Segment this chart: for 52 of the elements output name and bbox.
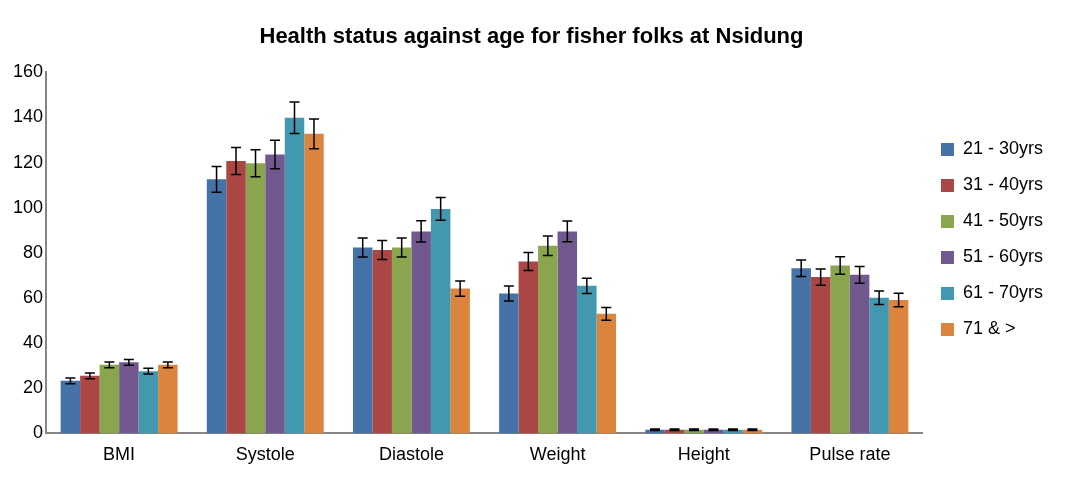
legend-label: 71 & >: [962, 318, 1016, 339]
bar: [372, 249, 392, 434]
bar: [265, 154, 285, 434]
y-tick-label: 140: [12, 106, 44, 127]
bar: [411, 231, 431, 434]
x-tick-label: Diastole: [378, 444, 444, 465]
y-tick-label: 0: [33, 422, 44, 443]
x-tick-label: Systole: [235, 444, 295, 465]
bar: [557, 231, 578, 434]
bar: [518, 261, 539, 434]
y-tick-label: 120: [12, 151, 44, 172]
bar: [304, 133, 324, 434]
legend-label: 21 - 30yrs: [962, 138, 1044, 159]
bar: [849, 274, 870, 434]
y-tick-label: 100: [12, 196, 44, 217]
bar: [158, 364, 178, 434]
legend-label: 31 - 40yrs: [962, 174, 1044, 195]
x-tick-label: BMI: [103, 444, 136, 465]
bar: [577, 285, 597, 434]
bar: [99, 364, 120, 434]
bar: [60, 380, 81, 434]
y-tick-label: 40: [23, 332, 44, 353]
bar: [869, 297, 889, 434]
bar: [119, 362, 139, 434]
y-tick-label: 160: [12, 61, 44, 82]
bar: [830, 265, 850, 434]
bar: [430, 208, 451, 434]
x-tick-label: Weight: [529, 444, 586, 465]
y-tick-label: 60: [23, 286, 44, 307]
bar: [284, 117, 305, 434]
bar: [138, 371, 159, 434]
bar: [499, 293, 519, 434]
bar: [352, 247, 373, 434]
bar: [245, 163, 266, 434]
y-tick-label: 80: [23, 241, 44, 262]
bar: [791, 268, 811, 434]
legend-label: 41 - 50yrs: [962, 210, 1044, 231]
x-tick-label: Height: [677, 444, 730, 465]
y-tick-label: 20: [23, 377, 44, 398]
bar: [538, 245, 558, 434]
legend-label: 61 - 70yrs: [962, 282, 1044, 303]
bar: [450, 288, 470, 434]
bar: [888, 300, 909, 434]
legend-label: 51 - 60yrs: [962, 246, 1044, 267]
bar: [226, 161, 246, 434]
bar: [810, 277, 831, 434]
bar: [206, 179, 227, 434]
bar: [80, 375, 100, 434]
bar: [391, 247, 412, 434]
x-tick-label: Pulse rate: [809, 444, 891, 465]
chart-title: Health status against age for fisher folks at Nsidung: [259, 23, 804, 49]
bar: [596, 313, 617, 434]
